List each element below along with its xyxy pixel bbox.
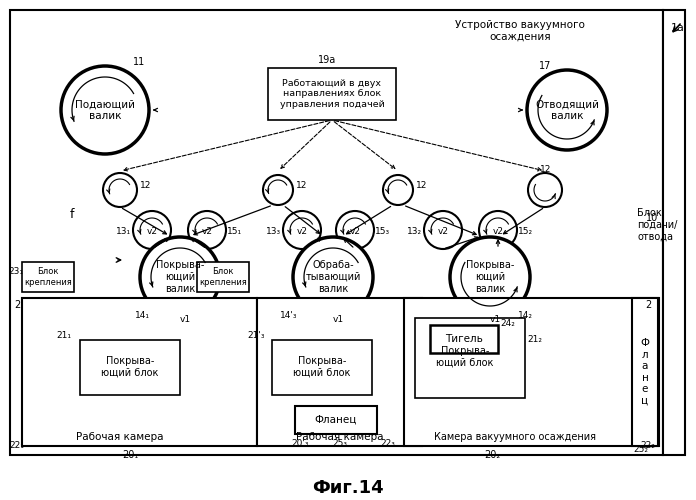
Text: Блок
подачи/
отвода: Блок подачи/ отвода	[637, 208, 677, 242]
Text: 14₁: 14₁	[134, 310, 150, 320]
Bar	[80, 340, 180, 395]
Text: 15₂: 15₂	[519, 228, 534, 236]
Circle shape	[140, 237, 220, 317]
Text: v1: v1	[333, 316, 344, 324]
Text: 22₂: 22₂	[640, 442, 656, 450]
Text: 22₃: 22₃	[381, 438, 395, 448]
Circle shape	[293, 237, 373, 317]
Text: 20₁: 20₁	[122, 450, 138, 460]
Text: Фланец: Фланец	[315, 415, 357, 425]
Bar	[268, 68, 396, 120]
Text: 14₂: 14₂	[518, 310, 532, 320]
Text: Фиг.14: Фиг.14	[313, 479, 383, 497]
Text: Покрыва-
ющий
валик: Покрыва- ющий валик	[156, 260, 204, 294]
Text: Устройство вакуумного
осаждения: Устройство вакуумного осаждения	[455, 20, 585, 42]
Text: 12: 12	[540, 166, 551, 174]
Text: 12: 12	[416, 180, 427, 190]
Text: v2: v2	[202, 228, 212, 236]
Bar	[22, 262, 74, 292]
Circle shape	[103, 173, 137, 207]
Circle shape	[336, 211, 374, 249]
Text: Отводящий
валик: Отводящий валик	[535, 99, 599, 121]
Text: 17: 17	[539, 61, 551, 71]
Text: 21'₃: 21'₃	[247, 330, 264, 340]
Bar	[663, 10, 685, 455]
Text: Обраба-
тывающий
валик: Обраба- тывающий валик	[306, 260, 361, 294]
Circle shape	[383, 175, 413, 205]
Text: 11: 11	[133, 57, 145, 67]
Text: 21₁: 21₁	[56, 330, 72, 340]
Bar	[10, 10, 663, 455]
Text: 15₃: 15₃	[375, 228, 390, 236]
Circle shape	[450, 237, 530, 317]
Text: v1: v1	[489, 316, 500, 324]
Text: 2: 2	[14, 300, 20, 310]
Circle shape	[61, 66, 149, 154]
Text: Подающий
валик: Подающий валик	[75, 99, 135, 121]
Text: Покрыва-
ющий блок: Покрыва- ющий блок	[293, 356, 351, 378]
Text: Тигель: Тигель	[445, 334, 483, 344]
Text: v2: v2	[493, 228, 503, 236]
Text: v1: v1	[180, 316, 191, 324]
Text: Покрыва-
ющий блок: Покрыва- ющий блок	[436, 346, 493, 368]
Text: 2: 2	[645, 300, 651, 310]
Circle shape	[424, 211, 462, 249]
Circle shape	[263, 175, 293, 205]
Text: 20'₃: 20'₃	[291, 438, 309, 448]
Circle shape	[528, 173, 562, 207]
Text: Ф
л
а
н
е
ц: Ф л а н е ц	[640, 338, 649, 406]
Bar	[415, 318, 525, 398]
Text: 19a: 19a	[318, 55, 336, 65]
Text: 25₂: 25₂	[633, 446, 649, 454]
Text: v2: v2	[296, 228, 308, 236]
Text: 21₂: 21₂	[527, 336, 542, 344]
Bar	[257, 298, 422, 446]
Text: 15₁: 15₁	[228, 228, 243, 236]
Circle shape	[133, 211, 171, 249]
Circle shape	[283, 211, 321, 249]
Text: Покрыва-
ющий блок: Покрыва- ющий блок	[102, 356, 159, 378]
Bar	[295, 406, 377, 434]
Text: 12: 12	[296, 180, 308, 190]
Text: 10: 10	[646, 213, 658, 223]
Text: Покрыва-
ющий
валик: Покрыва- ющий валик	[466, 260, 514, 294]
Text: 13₁: 13₁	[116, 228, 132, 236]
Text: Блок
крепления: Блок крепления	[24, 268, 72, 286]
Bar	[430, 325, 498, 353]
Text: f: f	[70, 208, 74, 222]
Text: Камера вакуумного осаждения: Камера вакуумного осаждения	[434, 432, 596, 442]
Text: 12: 12	[140, 180, 151, 190]
Text: 14'₃: 14'₃	[280, 310, 298, 320]
Bar	[272, 340, 372, 395]
Text: 24₂: 24₂	[500, 318, 515, 328]
Text: v2: v2	[438, 228, 448, 236]
Text: 20₂: 20₂	[484, 450, 500, 460]
Text: 1a: 1a	[671, 23, 685, 33]
Text: 22₁: 22₁	[10, 442, 24, 450]
Text: v2: v2	[349, 228, 361, 236]
Text: Работающий в двух
направлениях блок
управления подачей: Работающий в двух направлениях блок упра…	[280, 79, 384, 109]
Text: Рабочая камера: Рабочая камера	[77, 432, 164, 442]
Text: Рабочая камера: Рабочая камера	[296, 432, 383, 442]
Text: v2: v2	[146, 228, 157, 236]
Circle shape	[188, 211, 226, 249]
Bar	[404, 298, 659, 446]
Bar	[632, 298, 658, 446]
Text: 25₃: 25₃	[333, 438, 347, 448]
Circle shape	[527, 70, 607, 150]
Text: 23₁: 23₁	[8, 268, 24, 276]
Bar	[197, 262, 249, 292]
Text: Блок
крепления: Блок крепления	[199, 268, 247, 286]
Text: 13₂: 13₂	[407, 228, 422, 236]
Text: 13₃: 13₃	[267, 228, 282, 236]
Circle shape	[479, 211, 517, 249]
Bar	[22, 298, 257, 446]
